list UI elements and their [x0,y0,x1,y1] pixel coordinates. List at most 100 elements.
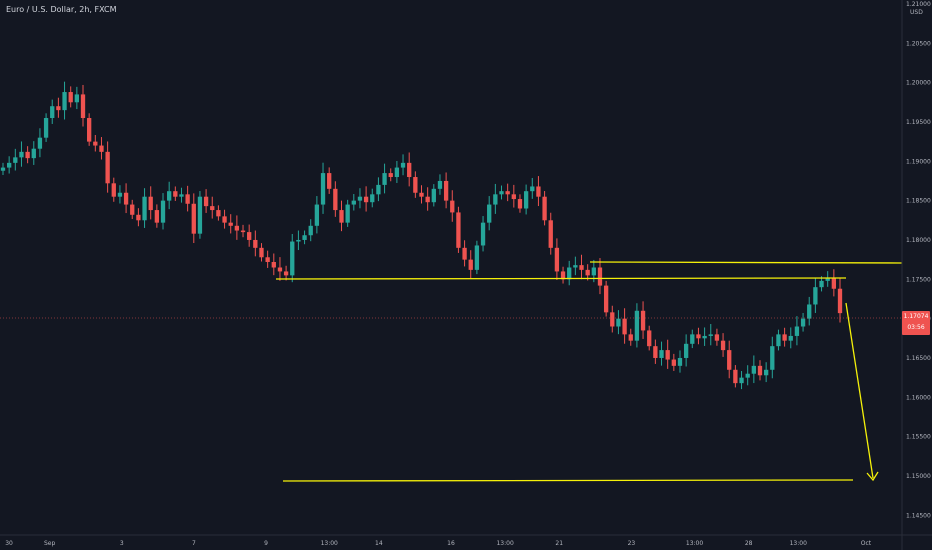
candle-body [302,235,307,240]
candle-body [788,335,793,341]
candle-body [511,194,516,200]
candle-body [794,326,800,336]
price-tick-label: 1.18500 [906,198,931,205]
candle-body [80,94,86,119]
candle-body [197,196,203,234]
candle-body [819,280,824,288]
candle-body [610,312,615,327]
candle-body [560,271,566,280]
candle-body [203,196,209,207]
candle-body [807,304,812,319]
price-tick-label: 1.14500 [906,512,931,519]
candle-body [647,330,652,347]
price-tick-label: 1.20500 [906,40,931,47]
candle-body [370,194,375,203]
projection-arrow-shaft [845,302,874,479]
candle-body [523,191,529,209]
candle-body [130,204,135,215]
time-axis: 30 Sep 3 7 9 13:00 14 16 13:00 21 23 13:00 28 13:00 Oc… [0,534,932,547]
candles-layer [0,81,843,390]
candle-body [222,216,227,223]
candle-body [665,350,670,360]
support-line-upper [275,277,847,280]
candle-body [93,141,98,146]
candle-body [813,287,818,305]
candle-body [770,346,775,370]
candle-body [0,167,6,171]
candle-body [333,188,338,211]
candle-body [714,334,720,341]
candle-body [696,334,701,339]
candle-body [739,377,744,384]
candle-body [542,196,547,221]
candle-body [13,157,18,163]
candle-body [357,196,363,201]
candle-body [50,106,55,119]
candle-body [382,173,387,185]
candle-body [727,350,732,370]
candle-body [536,186,541,197]
candle-body [708,334,713,336]
candle-body [419,192,424,197]
price-tick-label: 1.16500 [906,355,931,362]
time-tick-label: 13:00 [686,540,703,547]
candle-body [450,200,455,213]
candle-body [148,196,153,211]
candle-body [31,148,36,159]
candle-body [296,239,301,242]
candle-body [425,196,430,203]
price-tick-label: 1.19500 [906,119,931,126]
candle-body [25,151,30,159]
current-price-tag: 1.17074 03:56 [902,311,930,335]
candle-body [277,267,283,272]
candle-body [253,239,258,248]
candle-body [290,241,295,276]
candle-body [154,210,160,223]
candle-body [640,310,646,331]
time-tick-label: 23 [628,540,636,547]
candle-body [160,200,166,223]
candle-body [591,267,596,276]
candle-body [634,310,640,341]
candle-body [554,247,560,272]
candle-body [99,145,104,152]
candle-body [499,191,504,195]
candle-body [259,247,264,258]
candle-body [173,191,178,197]
candle-body [763,369,769,376]
current-price-value: 1.17074 [903,313,929,320]
candle-body [216,210,221,217]
candle-body [745,373,750,378]
candle-body [228,222,233,226]
candle-body [271,261,276,268]
candle-body [702,335,707,339]
candle-body [345,204,350,223]
time-tick-label: 16 [447,540,455,547]
candle-body [548,220,553,248]
drawing-layer [275,261,903,482]
time-tick-label: 7 [192,540,196,547]
candle-body [462,247,467,260]
candle-body [517,199,523,209]
candle-body [400,162,406,168]
candle-body [388,173,393,178]
candle-body [111,183,116,197]
candle-body [363,196,369,203]
candle-body [776,334,781,347]
candle-body [247,232,252,240]
candle-body [351,200,356,205]
candle-body [597,267,603,286]
candle-body [19,151,24,158]
candle-body [487,204,492,223]
price-tick-label: 1.17500 [906,276,931,283]
time-tick-label: 21 [555,540,563,547]
candle-body [782,334,787,341]
candle-body [831,277,836,289]
candle-body [800,318,806,327]
candle-body [320,173,326,205]
candle-body [265,257,270,262]
target-line-lower [282,479,854,482]
price-tick-label: 1.15000 [906,473,931,480]
candle-body [68,92,73,103]
